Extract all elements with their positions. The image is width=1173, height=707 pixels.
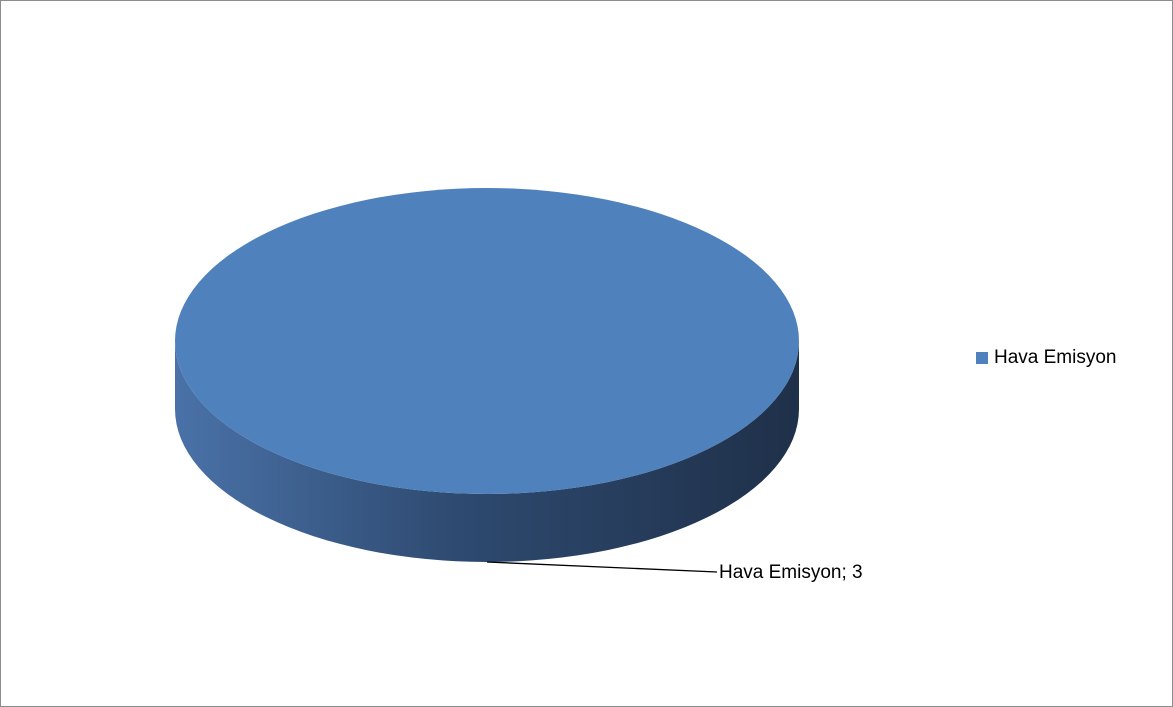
legend: Hava Emisyon xyxy=(976,347,1117,369)
legend-entry-label: Hava Emisyon xyxy=(994,347,1117,368)
data-label: Hava Emisyon; 3 xyxy=(719,562,863,583)
data-label-leader-line xyxy=(486,561,718,573)
pie-slice-top xyxy=(175,188,799,494)
legend-swatch xyxy=(976,352,988,364)
pie-slice-side xyxy=(175,341,799,562)
